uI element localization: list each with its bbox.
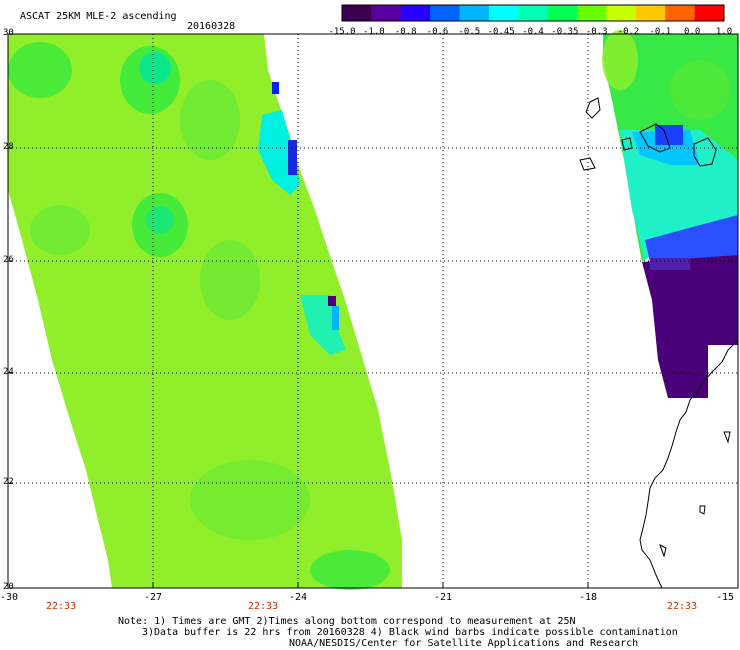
colorbar-swatch	[577, 5, 607, 21]
y-tick-label: 24	[3, 367, 14, 377]
product-title: ASCAT 25KM MLE-2 ascending	[20, 11, 177, 22]
colorbar-swatch	[371, 5, 402, 21]
east-swath	[602, 30, 738, 398]
coastline	[579, 97, 739, 589]
axis-ticks	[8, 147, 589, 588]
colorbar-label: -0.8	[394, 27, 417, 37]
x-tick-label: -30	[0, 592, 19, 603]
colorbar-swatch	[459, 5, 490, 21]
footer-note-3: NOAA/NESDIS/Center for Satellite Applica…	[289, 638, 639, 649]
colorbar-label: -0.45	[487, 27, 515, 37]
colorbar-label: 0.0	[684, 27, 701, 37]
colorbar-label: -0.1	[649, 27, 672, 37]
time-label: 22:33	[46, 601, 77, 612]
colorbar-swatch	[547, 5, 578, 21]
y-tick-label: 26	[3, 255, 14, 265]
colorbar-label: -1.0	[362, 27, 385, 37]
time-label: 22:33	[248, 601, 279, 612]
colorbar-label: -15.0	[328, 27, 356, 37]
y-tick-label: 22	[3, 477, 14, 487]
colorbar-frame	[341, 4, 725, 22]
colorbar-label: -0.6	[426, 27, 449, 37]
colorbar	[341, 4, 725, 22]
colorbar-swatch	[342, 5, 372, 21]
time-label: 22:33	[667, 601, 698, 612]
x-tick-label: -15	[716, 592, 735, 603]
west-swath	[8, 34, 402, 590]
colorbar-label: 1.0	[715, 27, 733, 37]
x-tick-label: -24	[289, 592, 308, 603]
colorbar-swatch	[694, 5, 725, 21]
y-tick-label: 20	[3, 582, 14, 592]
colorbar-label: -0.35	[551, 27, 579, 37]
colorbar-swatch	[635, 5, 666, 21]
plot-frame	[7, 33, 739, 589]
colorbar-swatch	[665, 5, 696, 21]
colorbar-swatch	[518, 5, 549, 21]
footer-note-2: 3)Data buffer is 22 hrs from 20160328 4)…	[142, 627, 678, 638]
y-tick-label: 28	[3, 142, 14, 152]
colorbar-label: -0.4	[522, 27, 544, 37]
gridlines	[8, 34, 738, 588]
x-tick-label: -18	[579, 592, 598, 603]
colorbar-label: -0.3	[585, 27, 608, 37]
date-label: 20160328	[187, 21, 236, 32]
colorbar-swatch	[400, 5, 431, 21]
colorbar-swatch	[606, 5, 637, 21]
colorbar-label: -0.2	[617, 27, 640, 37]
colorbar-swatch	[488, 5, 519, 21]
colorbar-swatch	[430, 5, 461, 21]
colorbar-label: -0.5	[458, 27, 481, 37]
x-tick-label: -27	[144, 592, 163, 603]
y-tick-label: 30	[3, 28, 14, 38]
x-tick-label: -21	[434, 592, 453, 603]
footer-note-1: Note: 1) Times are GMT 2)Times along bot…	[118, 616, 576, 627]
